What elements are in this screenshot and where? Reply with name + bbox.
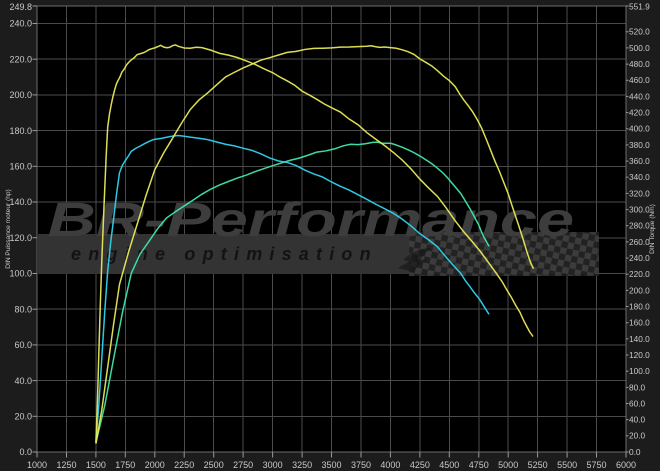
svg-text:440.0: 440.0 [629, 91, 650, 101]
svg-text:0.0: 0.0 [629, 447, 641, 457]
svg-text:360.0: 360.0 [629, 156, 650, 166]
svg-text:4250: 4250 [410, 460, 430, 470]
svg-text:300.0: 300.0 [629, 205, 650, 215]
svg-text:0.0: 0.0 [19, 447, 32, 457]
svg-text:520.0: 520.0 [629, 27, 650, 37]
svg-text:260.0: 260.0 [629, 237, 650, 247]
svg-text:2250: 2250 [174, 460, 194, 470]
svg-text:220.0: 220.0 [629, 269, 650, 279]
svg-text:4000: 4000 [380, 460, 400, 470]
svg-text:380.0: 380.0 [629, 140, 650, 150]
svg-text:240.0: 240.0 [9, 19, 32, 29]
svg-text:2750: 2750 [233, 460, 253, 470]
svg-text:80.0: 80.0 [14, 304, 32, 314]
svg-text:140.0: 140.0 [629, 334, 650, 344]
svg-text:1250: 1250 [56, 460, 76, 470]
svg-text:60.0: 60.0 [629, 398, 646, 408]
svg-text:551.9: 551.9 [629, 2, 650, 12]
svg-text:DIN Torque (Nm): DIN Torque (Nm) [649, 204, 656, 254]
svg-text:180.0: 180.0 [629, 301, 650, 311]
svg-text:20.0: 20.0 [629, 431, 646, 441]
svg-text:160.0: 160.0 [629, 318, 650, 328]
svg-text:120.0: 120.0 [9, 233, 32, 243]
svg-text:249.8: 249.8 [9, 2, 32, 12]
svg-text:5250: 5250 [528, 460, 548, 470]
svg-text:180.0: 180.0 [9, 126, 32, 136]
svg-text:100.0: 100.0 [629, 366, 650, 376]
svg-text:200.0: 200.0 [629, 285, 650, 295]
svg-text:3000: 3000 [263, 460, 283, 470]
svg-text:460.0: 460.0 [629, 75, 650, 85]
svg-text:1750: 1750 [115, 460, 135, 470]
svg-text:3500: 3500 [321, 460, 341, 470]
svg-text:5000: 5000 [498, 460, 518, 470]
svg-text:DIN Puissance moteur (hp): DIN Puissance moteur (hp) [5, 189, 12, 269]
svg-text:120.0: 120.0 [629, 350, 650, 360]
svg-text:80.0: 80.0 [629, 382, 646, 392]
svg-text:4500: 4500 [439, 460, 459, 470]
svg-text:1500: 1500 [86, 460, 106, 470]
svg-text:20.0: 20.0 [14, 412, 32, 422]
svg-text:2000: 2000 [145, 460, 165, 470]
svg-text:280.0: 280.0 [629, 221, 650, 231]
svg-text:40.0: 40.0 [14, 376, 32, 386]
svg-text:420.0: 420.0 [629, 108, 650, 118]
svg-text:3250: 3250 [292, 460, 312, 470]
svg-text:BR-Performance: BR-Performance [48, 193, 574, 247]
svg-text:320.0: 320.0 [629, 188, 650, 198]
svg-text:500.0: 500.0 [629, 43, 650, 53]
svg-text:100.0: 100.0 [9, 269, 32, 279]
svg-text:200.0: 200.0 [9, 90, 32, 100]
svg-text:2500: 2500 [204, 460, 224, 470]
svg-text:6000: 6000 [616, 460, 636, 470]
svg-text:60.0: 60.0 [14, 340, 32, 350]
svg-text:140.0: 140.0 [9, 197, 32, 207]
svg-text:400.0: 400.0 [629, 124, 650, 134]
svg-text:5500: 5500 [557, 460, 577, 470]
svg-text:5750: 5750 [586, 460, 606, 470]
svg-text:3750: 3750 [351, 460, 371, 470]
svg-text:4750: 4750 [469, 460, 489, 470]
svg-text:1000: 1000 [27, 460, 47, 470]
svg-text:engine optimisation: engine optimisation [71, 244, 378, 264]
svg-text:40.0: 40.0 [629, 415, 646, 425]
svg-text:340.0: 340.0 [629, 172, 650, 182]
svg-text:160.0: 160.0 [9, 162, 32, 172]
svg-text:480.0: 480.0 [629, 59, 650, 69]
svg-text:220.0: 220.0 [9, 54, 32, 64]
svg-text:240.0: 240.0 [629, 253, 650, 263]
